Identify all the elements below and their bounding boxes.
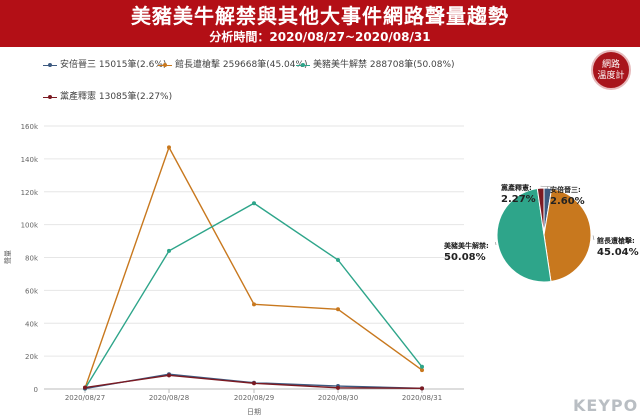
pie-label-pct: 45.04% [597, 247, 639, 258]
data-point[interactable] [336, 257, 340, 262]
legend-marker-icon [43, 93, 57, 101]
data-point[interactable] [167, 373, 171, 378]
pie-label-name: 安倍晉三: [550, 185, 581, 194]
pie-label-name: 黨產釋憲: [501, 183, 532, 192]
legend-label: 美豬美牛解禁 288708筆(50.08%) [313, 60, 455, 70]
pie-label-pct: 2.60% [550, 196, 585, 207]
series-lines [83, 145, 424, 391]
keypo-logo: KEYPO [573, 396, 639, 415]
pie-slice[interactable] [543, 188, 592, 283]
y-tick-label: 80k [25, 255, 39, 263]
data-point[interactable] [336, 385, 340, 390]
pie-label-name: 館長遭槍擊: [597, 236, 635, 245]
y-tick-label: 140k [21, 156, 39, 164]
pie-label-pct: 50.08% [444, 252, 486, 263]
data-point[interactable] [420, 368, 424, 373]
pie-leader-line [592, 235, 595, 241]
pie-labels: 安倍晉三: 2.60% 館長遭槍擊: 45.04% 美豬美牛解禁: 50.08% 黨產釋憲:… [444, 183, 639, 263]
web-thermometer-logo: 網路 溫度計 [591, 50, 631, 90]
data-point[interactable] [336, 307, 340, 312]
y-tick-label: 0 [34, 386, 38, 394]
gridlines [44, 125, 464, 390]
y-tick-label: 160k [21, 123, 39, 131]
legend-item-party-assets[interactable]: 黨產釋憲 13085筆(2.27%) [43, 89, 172, 102]
pie-slice[interactable] [496, 187, 552, 283]
data-point[interactable] [252, 302, 256, 307]
data-point[interactable] [167, 248, 171, 253]
y-axis-label: 聲量 [3, 250, 12, 264]
legend-label: 館長遭槍擊 259668筆(45.04%) [175, 60, 308, 70]
y-axis-ticks: 0 20k 40k 60k 80k 100k 120k 140k 160k [21, 123, 39, 394]
x-tick-label: 2020/08/28 [149, 394, 189, 402]
title-banner: 美豬美牛解禁與其他大事件網路聲量趨勢 分析時間：2020/08/27~2020/… [0, 0, 640, 47]
legend-marker-icon [43, 61, 57, 69]
legend-item-shooting[interactable]: 館長遭槍擊 259668筆(45.04%) [158, 57, 308, 70]
y-tick-label: 120k [21, 189, 39, 197]
y-tick-label: 20k [25, 353, 39, 361]
pie-leader-line [540, 185, 554, 188]
legend-label: 安倍晉三 15015筆(2.6%) [60, 60, 167, 70]
y-tick-label: 100k [21, 222, 39, 230]
legend-label: 黨產釋憲 13085筆(2.27%) [60, 92, 173, 102]
series-line [84, 202, 423, 390]
pie-slice[interactable] [536, 187, 545, 236]
y-tick-label: 40k [25, 320, 39, 328]
chart-subtitle: 分析時間：2020/08/27~2020/08/31 [209, 30, 431, 44]
x-tick-label: 2020/08/30 [318, 394, 358, 402]
pie-chart [496, 187, 592, 283]
data-point[interactable] [167, 145, 171, 150]
pie-label-pct: 2.27% [501, 194, 536, 205]
chart-title: 美豬美牛解禁與其他大事件網路聲量趨勢 [131, 4, 509, 28]
x-axis-label: 日期 [247, 408, 261, 416]
y-tick-label: 60k [25, 287, 39, 295]
data-point[interactable] [83, 385, 87, 390]
x-tick-label: 2020/08/27 [65, 394, 105, 402]
data-point[interactable] [420, 364, 424, 369]
x-axis-ticks: 2020/08/27 2020/08/28 2020/08/29 2020/08/30… [65, 389, 442, 402]
data-point[interactable] [252, 201, 256, 206]
legend-item-abe[interactable]: 安倍晉三 15015筆(2.6%) [43, 57, 166, 70]
legend-marker-icon [296, 61, 310, 69]
series-line [84, 145, 423, 389]
legend-item-pork-beef[interactable]: 美豬美牛解禁 288708筆(50.08%) [296, 57, 455, 70]
x-tick-label: 2020/08/31 [402, 394, 442, 402]
legend-marker-icon [158, 61, 172, 69]
data-point[interactable] [420, 386, 424, 391]
data-point[interactable] [252, 381, 256, 386]
x-tick-label: 2020/08/29 [234, 394, 274, 402]
pie-label-name: 美豬美牛解禁: [444, 241, 489, 250]
